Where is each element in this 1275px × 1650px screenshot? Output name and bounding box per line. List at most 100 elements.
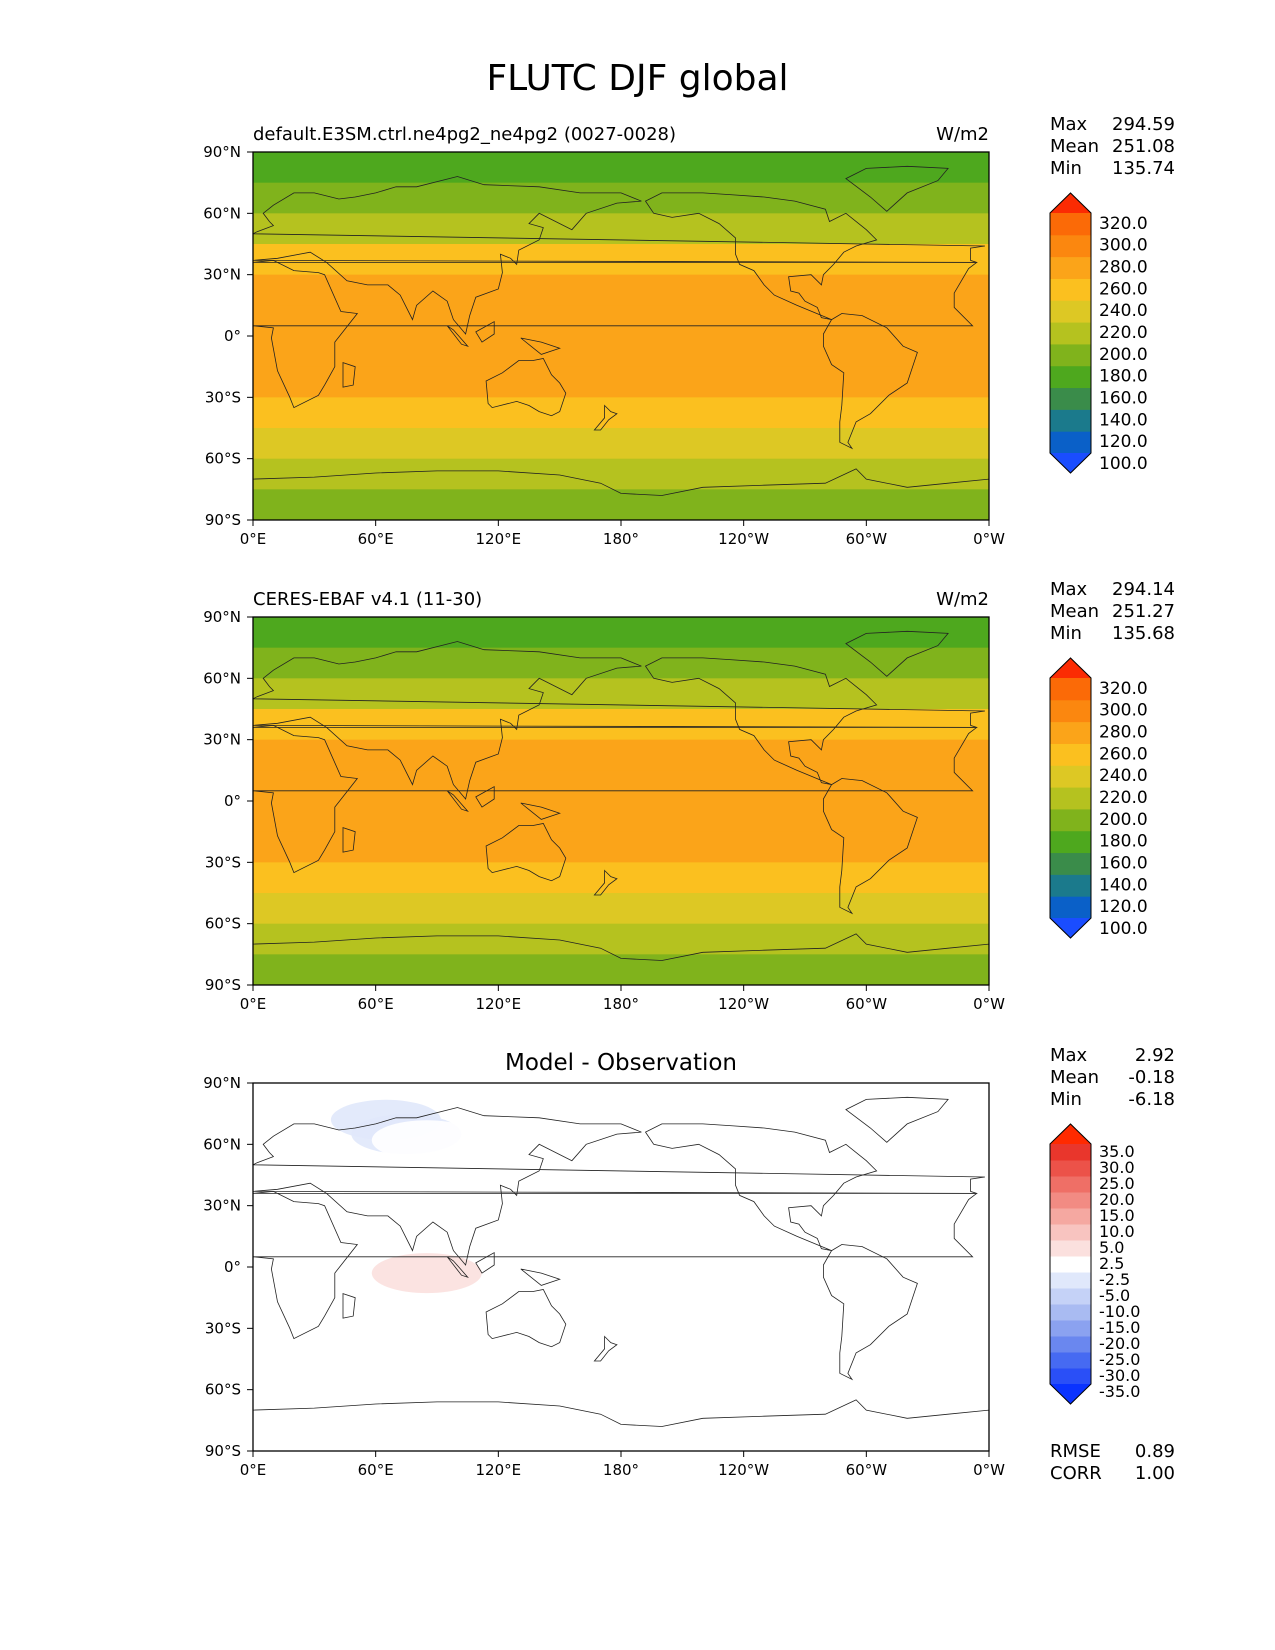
coastline bbox=[593, 869, 618, 896]
colorbar-tick-label: 280.0 bbox=[1099, 258, 1148, 278]
x-tick-label: 120°W bbox=[718, 995, 769, 1013]
colorbar-segment bbox=[1050, 765, 1091, 788]
y-tick-label: 30°N bbox=[203, 1197, 241, 1215]
field-band bbox=[253, 647, 989, 679]
colorbar-tick-label: 5.0 bbox=[1099, 1238, 1124, 1257]
coastline bbox=[253, 259, 978, 409]
coastline bbox=[253, 1399, 989, 1451]
colorbar-tick-label: -5.0 bbox=[1099, 1286, 1130, 1305]
coastline bbox=[485, 823, 567, 882]
y-tick-label: 30°S bbox=[205, 388, 241, 406]
colorbar-tick-label: 140.0 bbox=[1099, 875, 1148, 895]
field-band bbox=[253, 801, 989, 833]
colorbar-segment bbox=[1050, 278, 1091, 301]
coastline bbox=[475, 1252, 495, 1274]
coastline bbox=[253, 1190, 978, 1340]
stat-label: Min bbox=[1050, 1089, 1082, 1110]
colorbar-segment bbox=[1050, 1368, 1091, 1385]
colorbar-tick-label: 300.0 bbox=[1099, 236, 1148, 256]
colorbar-tick-label: 220.0 bbox=[1099, 788, 1148, 808]
stat-value: 0.89 bbox=[1135, 1441, 1175, 1462]
y-tick-label: 60°S bbox=[205, 1381, 241, 1399]
stat-value: 135.68 bbox=[1112, 623, 1175, 644]
colorbar-tick-label: 20.0 bbox=[1099, 1190, 1135, 1209]
stat-value: 2.92 bbox=[1135, 1045, 1175, 1066]
field-band bbox=[253, 274, 989, 306]
colorbar-tick-label: -10.0 bbox=[1099, 1302, 1140, 1321]
colorbar-tick-label: 320.0 bbox=[1099, 214, 1148, 234]
field-band bbox=[253, 182, 989, 214]
colorbar-segment bbox=[1050, 1144, 1091, 1161]
field-band bbox=[253, 305, 989, 337]
colorbar-tick-label: -35.0 bbox=[1099, 1382, 1140, 1401]
x-tick-label: 0°W bbox=[973, 995, 1005, 1013]
stat-value: 251.08 bbox=[1112, 136, 1175, 157]
colorbar-segment bbox=[1050, 721, 1091, 744]
colorbar-segment bbox=[1050, 1288, 1091, 1305]
colorbar-tick-label: 200.0 bbox=[1099, 345, 1148, 365]
colorbar-segment bbox=[1050, 1224, 1091, 1241]
x-tick-label: 0°E bbox=[240, 1461, 267, 1479]
stat-label: Min bbox=[1050, 158, 1082, 179]
colorbar-tick-label: 30.0 bbox=[1099, 1158, 1135, 1177]
coastline bbox=[253, 1107, 985, 1266]
y-tick-label: 30°S bbox=[205, 1319, 241, 1337]
map-field bbox=[253, 152, 989, 520]
field-band bbox=[253, 739, 989, 771]
coastline bbox=[446, 790, 469, 813]
colorbar-tick-label: 180.0 bbox=[1099, 367, 1148, 387]
anomaly-patch bbox=[371, 1253, 482, 1294]
coastline bbox=[475, 786, 495, 808]
colorbar-cap-bottom bbox=[1050, 918, 1091, 938]
colorbar-segment bbox=[1050, 300, 1091, 323]
stat-label: Min bbox=[1050, 623, 1082, 644]
colorbar-segment bbox=[1050, 874, 1091, 897]
colorbar-cap-top bbox=[1050, 193, 1091, 213]
coastline bbox=[253, 176, 985, 335]
colorbar-segment bbox=[1050, 1192, 1091, 1209]
colorbar-tick-label: 220.0 bbox=[1099, 323, 1148, 343]
colorbar-tick-label: -2.5 bbox=[1099, 1270, 1130, 1289]
x-tick-label: 120°W bbox=[718, 1461, 769, 1479]
colorbar-tick-label: 35.0 bbox=[1099, 1142, 1135, 1161]
colorbar-segment bbox=[1050, 808, 1091, 832]
colorbar-tick-label: 120.0 bbox=[1099, 897, 1148, 917]
stat-value: 294.59 bbox=[1112, 114, 1175, 135]
colorbar-segment bbox=[1050, 431, 1091, 454]
map-panel: 90°N 60°N 30°N 0° 30°S 60°S 90°S0°E 60°E 120°E 18… bbox=[203, 1045, 1175, 1484]
colorbar-segment bbox=[1050, 678, 1091, 701]
coastline bbox=[644, 657, 878, 785]
field-band bbox=[253, 709, 989, 741]
y-tick-label: 30°N bbox=[203, 266, 241, 284]
x-tick-label: 120°E bbox=[476, 995, 522, 1013]
coastline bbox=[845, 1096, 949, 1143]
y-tick-label: 30°S bbox=[205, 853, 241, 871]
x-tick-label: 0°E bbox=[240, 995, 267, 1013]
colorbar-segment bbox=[1050, 1336, 1091, 1353]
coastline bbox=[485, 1289, 567, 1348]
x-tick-label: 60°W bbox=[846, 1461, 888, 1479]
colorbar-segment bbox=[1050, 852, 1091, 875]
colorbar-segment bbox=[1050, 1208, 1091, 1225]
x-tick-label: 0°W bbox=[973, 530, 1005, 548]
colorbar-tick-label: -30.0 bbox=[1099, 1366, 1140, 1385]
coastline bbox=[253, 724, 978, 874]
stat-label: RMSE bbox=[1050, 1441, 1101, 1462]
field-band bbox=[253, 489, 989, 520]
x-tick-label: 60°E bbox=[358, 530, 394, 548]
colorbar-segment bbox=[1050, 743, 1091, 766]
colorbar-tick-label: 15.0 bbox=[1099, 1206, 1135, 1225]
colorbar-tick-label: 160.0 bbox=[1099, 853, 1148, 873]
colorbar-segment bbox=[1050, 1304, 1091, 1321]
x-tick-label: 180° bbox=[603, 1461, 639, 1479]
colorbar-segment bbox=[1050, 1160, 1091, 1177]
colorbar-segment bbox=[1050, 387, 1091, 410]
stat-value: 294.14 bbox=[1112, 579, 1175, 600]
coastline bbox=[475, 321, 495, 343]
y-tick-label: 0° bbox=[224, 1258, 241, 1276]
field-band bbox=[253, 336, 989, 368]
field-band bbox=[253, 617, 989, 649]
map-panel: 90°N 60°N 30°N 0° 30°S 60°S 90°S0°E 60°E 120°E 18… bbox=[203, 579, 1175, 1013]
coastline bbox=[342, 1293, 356, 1319]
coastline bbox=[593, 1335, 618, 1362]
